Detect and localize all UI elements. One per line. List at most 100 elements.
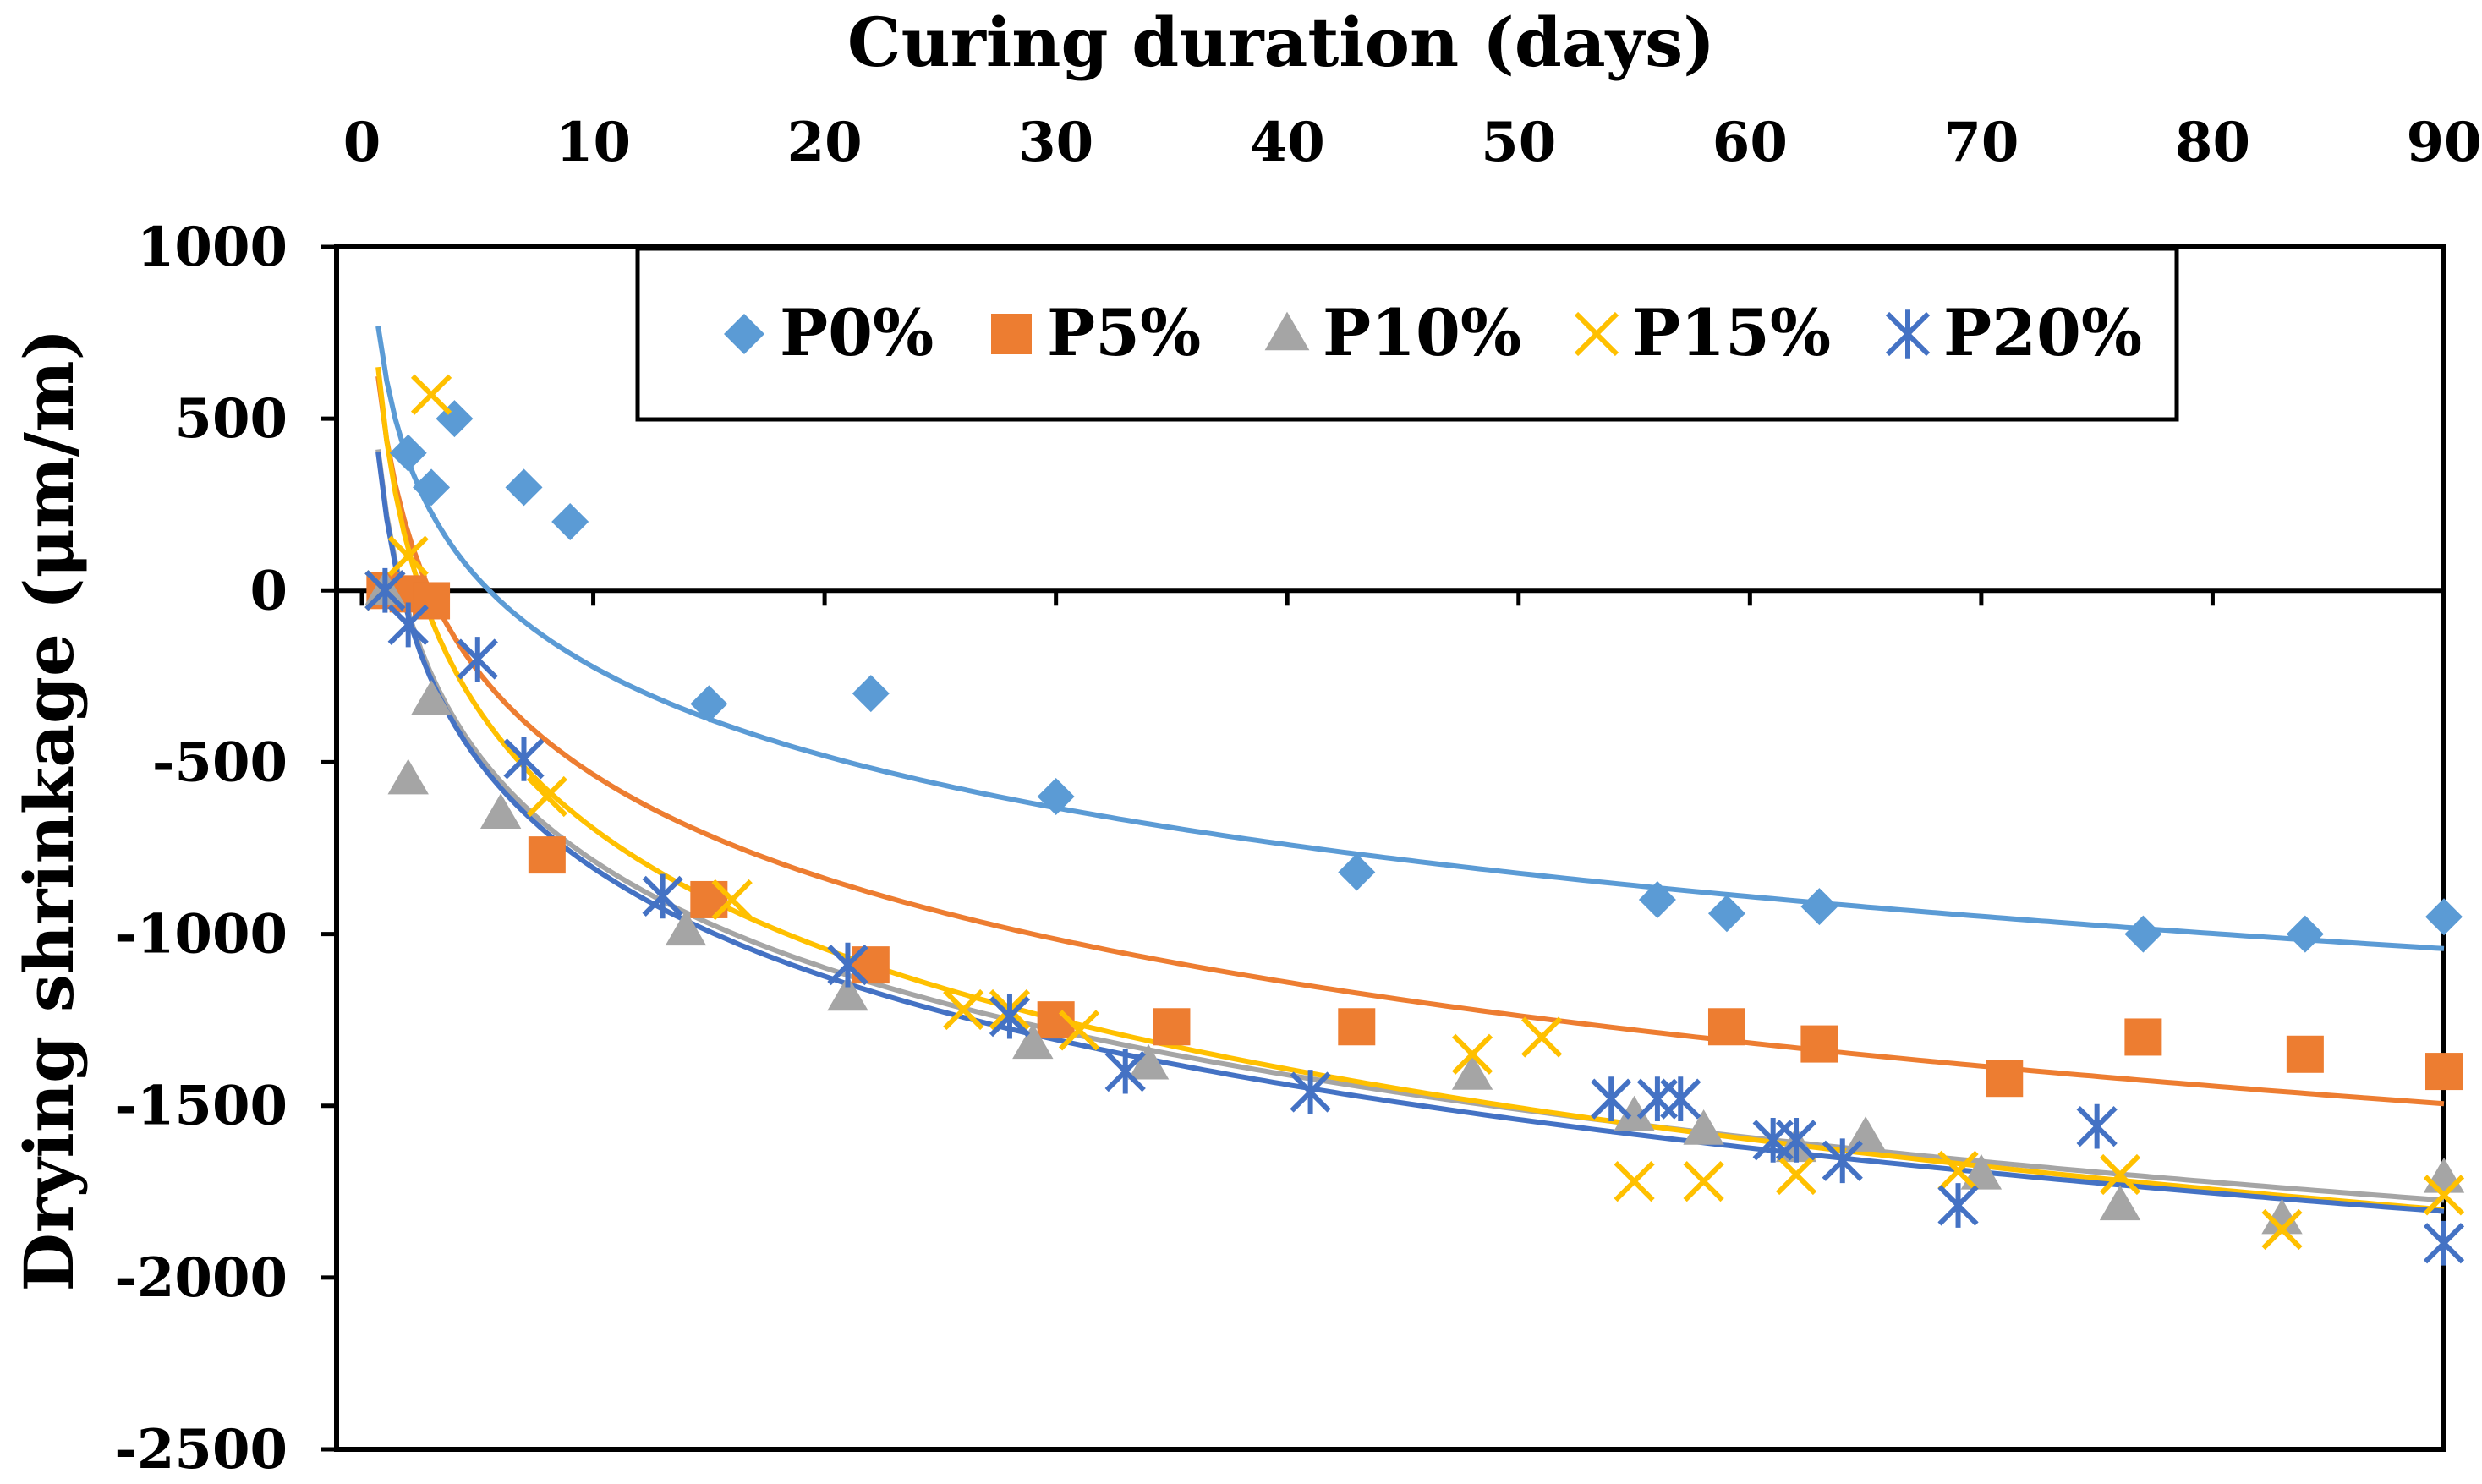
point-p10pct	[479, 793, 522, 829]
point-p15pct	[2423, 1175, 2465, 1216]
point-p15pct	[1775, 1153, 1817, 1196]
x-tick-label: 60	[1712, 111, 1788, 174]
x-tick-label: 20	[787, 111, 863, 174]
legend-marker-p10pct	[1264, 311, 1310, 351]
point-p10pct	[1614, 1095, 1655, 1131]
point-p0pct	[551, 503, 589, 541]
point-p0pct	[2124, 915, 2162, 953]
marker-stroke	[1937, 1150, 1979, 1192]
point-p15pct	[711, 879, 753, 921]
point-p5pct	[2425, 1053, 2463, 1091]
point-p10pct	[1451, 1054, 1493, 1090]
point-p10pct	[2261, 1198, 2303, 1235]
trendlines	[375, 326, 2445, 1214]
y-tick-label: -2500	[114, 1418, 288, 1481]
point-p15pct	[410, 374, 452, 415]
point-p15pct	[1451, 1033, 1493, 1075]
point-p10pct	[827, 975, 868, 1011]
marker-stroke	[410, 374, 452, 415]
point-p0pct	[1338, 853, 1376, 891]
data-points	[364, 374, 2465, 1266]
point-p20pct	[989, 994, 1031, 1039]
point-p0pct	[1638, 880, 1676, 918]
x-tick-label: 30	[1018, 111, 1093, 174]
y-axis-title: Drying shrinkage (μm/m)	[9, 329, 89, 1292]
legend: P0% P5% P10% P15% P20%	[635, 246, 2179, 422]
legend-marker-p15pct	[1574, 311, 1619, 357]
point-p5pct	[1153, 1008, 1191, 1046]
axes: 0 10 20 30 40 50 60 70 80 90 1000 500 0 -500 -1000 -150…	[114, 111, 2481, 1481]
point-p10pct	[2099, 1185, 2141, 1221]
point-p15pct	[1937, 1150, 1979, 1192]
point-p0pct	[1800, 888, 1838, 926]
marker-stroke	[943, 988, 984, 1031]
trendline-p10pct	[375, 449, 2445, 1203]
point-p20pct	[1290, 1070, 1331, 1114]
marker-stroke	[1451, 1033, 1493, 1075]
point-p10pct	[1844, 1116, 1887, 1152]
point-p20pct	[1104, 1049, 1146, 1094]
point-p20pct	[364, 567, 406, 613]
point-p10pct	[387, 758, 429, 795]
y-tick-label: 500	[174, 387, 288, 451]
point-p5pct	[1800, 1025, 1838, 1063]
legend-marker-p5pct	[991, 314, 1032, 354]
marker-stroke	[1058, 1010, 1100, 1051]
point-p20pct	[1822, 1138, 1863, 1184]
point-p15pct	[2261, 1208, 2303, 1251]
point-p0pct	[852, 675, 890, 713]
point-p15pct	[1521, 1016, 1563, 1058]
point-p20pct	[2423, 1220, 2465, 1266]
x-tick-label: 80	[2175, 111, 2250, 174]
y-tick-label: -1500	[114, 1075, 288, 1138]
point-p15pct	[1683, 1160, 1724, 1202]
point-p15pct	[2099, 1153, 2141, 1196]
legend-box	[635, 246, 2179, 422]
marker-stroke	[1683, 1160, 1724, 1202]
point-p15pct	[943, 988, 984, 1031]
trendline-p5pct	[375, 375, 2445, 1107]
point-p0pct	[2425, 898, 2463, 936]
point-p10pct	[665, 910, 707, 946]
point-p0pct	[690, 685, 728, 723]
point-p20pct	[387, 602, 429, 648]
marker-stroke	[387, 535, 429, 577]
point-p0pct	[2286, 915, 2324, 953]
legend-label: P15%	[1632, 295, 1831, 370]
point-p20pct	[1937, 1183, 1979, 1228]
point-p0pct	[505, 468, 543, 507]
marker-stroke	[2099, 1153, 2141, 1196]
legend-label: P20%	[1943, 295, 2142, 370]
marker-stroke	[526, 775, 567, 818]
marker-stroke	[1521, 1016, 1563, 1058]
point-p0pct	[413, 468, 451, 507]
point-p20pct	[1775, 1117, 1817, 1163]
point-p10pct	[1127, 1043, 1170, 1080]
point-p5pct	[1338, 1008, 1376, 1046]
x-tick-label: 10	[556, 111, 631, 174]
point-p20pct	[1660, 1076, 1701, 1121]
point-p15pct	[1058, 1010, 1100, 1051]
point-p5pct	[528, 836, 566, 874]
point-p20pct	[457, 637, 498, 682]
legend-marker-p20pct	[1885, 309, 1931, 359]
point-p20pct	[827, 942, 868, 988]
y-tick-label: -500	[152, 731, 288, 794]
x-tick-label: 0	[343, 111, 381, 174]
y-tick-label: -2000	[114, 1246, 288, 1310]
point-p5pct	[2286, 1035, 2324, 1073]
point-p15pct	[387, 535, 429, 577]
point-p15pct	[1614, 1160, 1655, 1202]
x-tick-label: 70	[1943, 111, 2019, 174]
marker-stroke	[1775, 1153, 1817, 1196]
point-p20pct	[2076, 1103, 2118, 1149]
marker-stroke	[1614, 1160, 1655, 1202]
marker-stroke	[711, 879, 753, 921]
trendline-p0pct	[375, 326, 2445, 951]
point-p20pct	[503, 736, 545, 781]
point-p0pct	[1707, 895, 1745, 933]
point-p0pct	[1037, 778, 1075, 816]
legend-label: P0%	[780, 295, 934, 370]
